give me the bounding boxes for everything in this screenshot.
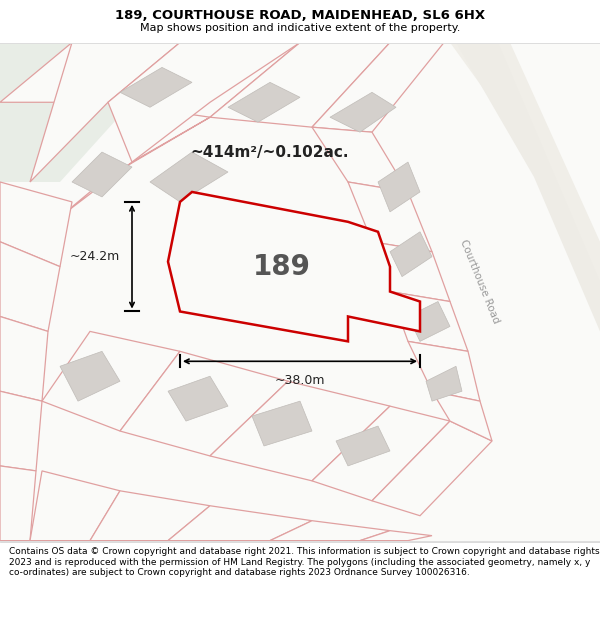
Polygon shape: [120, 68, 192, 108]
Polygon shape: [0, 391, 42, 471]
Polygon shape: [408, 301, 450, 341]
Polygon shape: [0, 466, 36, 541]
Polygon shape: [330, 92, 396, 132]
Text: ~414m²/~0.102ac.: ~414m²/~0.102ac.: [191, 144, 349, 159]
Polygon shape: [378, 162, 420, 212]
Polygon shape: [390, 291, 468, 351]
Polygon shape: [426, 366, 462, 401]
Polygon shape: [210, 42, 390, 127]
Polygon shape: [90, 491, 210, 541]
Polygon shape: [372, 242, 450, 301]
Text: ~38.0m: ~38.0m: [275, 374, 325, 387]
Polygon shape: [108, 42, 300, 118]
Polygon shape: [108, 42, 300, 162]
Polygon shape: [372, 421, 492, 516]
Polygon shape: [210, 381, 390, 481]
Polygon shape: [60, 351, 120, 401]
Polygon shape: [120, 351, 288, 456]
Polygon shape: [42, 331, 180, 431]
Polygon shape: [270, 521, 390, 541]
Text: 189: 189: [253, 253, 311, 281]
Text: Contains OS data © Crown copyright and database right 2021. This information is : Contains OS data © Crown copyright and d…: [9, 548, 599, 577]
Polygon shape: [0, 242, 60, 331]
Polygon shape: [390, 232, 432, 277]
Polygon shape: [348, 182, 432, 252]
Polygon shape: [30, 42, 180, 182]
Polygon shape: [432, 391, 492, 441]
Polygon shape: [60, 118, 210, 217]
Polygon shape: [228, 82, 300, 122]
Polygon shape: [150, 152, 228, 202]
Polygon shape: [0, 42, 180, 102]
Polygon shape: [168, 192, 420, 341]
Polygon shape: [0, 42, 600, 541]
Polygon shape: [252, 401, 312, 446]
Text: 189, COURTHOUSE ROAD, MAIDENHEAD, SL6 6HX: 189, COURTHOUSE ROAD, MAIDENHEAD, SL6 6H…: [115, 9, 485, 22]
Text: Courthouse Road: Courthouse Road: [458, 238, 502, 325]
Polygon shape: [438, 42, 600, 331]
Polygon shape: [336, 426, 390, 466]
Polygon shape: [312, 42, 444, 132]
Polygon shape: [168, 506, 312, 541]
Polygon shape: [0, 182, 72, 267]
Polygon shape: [0, 42, 132, 182]
Text: Map shows position and indicative extent of the property.: Map shows position and indicative extent…: [140, 23, 460, 33]
Polygon shape: [312, 406, 450, 501]
Text: ~24.2m: ~24.2m: [70, 250, 120, 263]
Polygon shape: [312, 127, 408, 192]
Polygon shape: [72, 152, 132, 197]
Polygon shape: [30, 471, 120, 541]
Polygon shape: [432, 42, 600, 316]
Polygon shape: [0, 316, 48, 401]
Polygon shape: [360, 531, 432, 541]
Polygon shape: [408, 341, 480, 401]
Polygon shape: [168, 376, 228, 421]
